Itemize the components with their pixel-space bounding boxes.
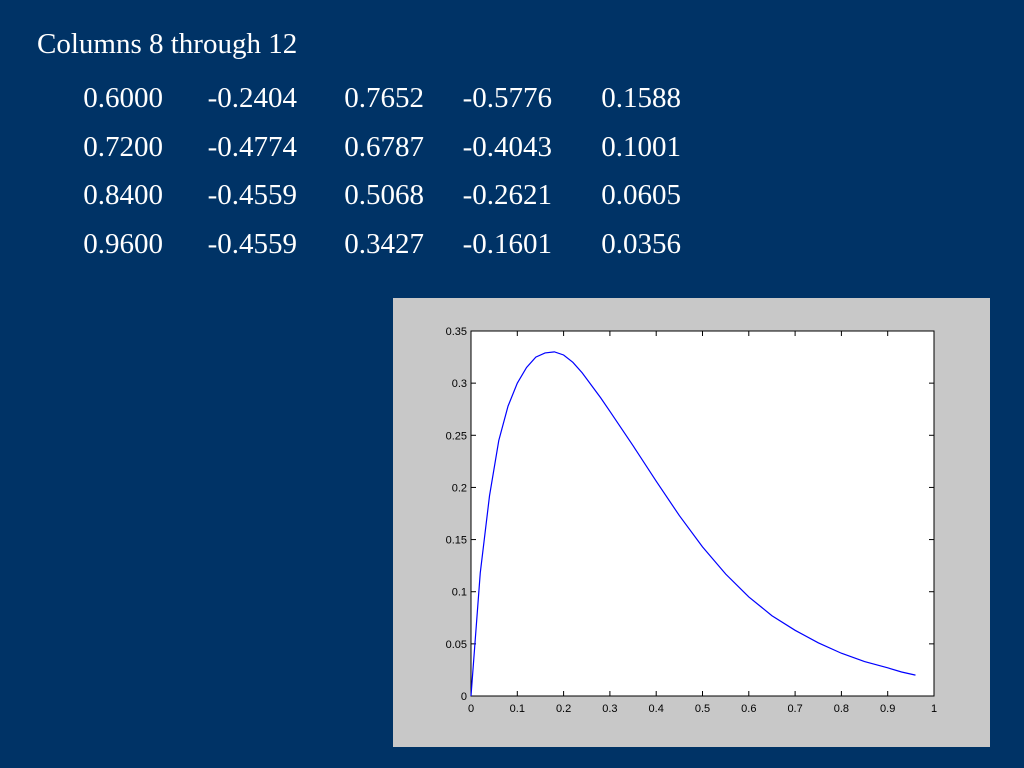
matrix-cell: -0.4559 (207, 179, 297, 212)
matrix-cell: 0.3427 (344, 227, 424, 260)
x-tick-label: 0.5 (695, 703, 710, 715)
matrix-row: 0.7200 -0.4774 0.6787 -0.4043 0.1001 (60, 123, 681, 172)
y-tick-label: 0.35 (446, 326, 467, 338)
matrix-row: 0.8400 -0.4559 0.5068 -0.2621 0.0605 (60, 171, 681, 220)
matrix-cell: 0.6787 (344, 130, 424, 163)
matrix-cell: -0.1601 (462, 227, 552, 260)
matrix-cell: 0.1001 (601, 130, 681, 163)
y-tick-label: 0.15 (446, 535, 467, 547)
x-tick-label: 0.9 (880, 703, 895, 715)
plot-area (470, 330, 935, 697)
y-tick-label: 0.25 (446, 430, 467, 442)
series-line (470, 351, 916, 697)
matrix-cell: 0.8400 (83, 179, 163, 212)
matrix-cell: -0.2404 (207, 81, 297, 114)
x-tick-label: 1 (931, 703, 937, 715)
matrix-cell: -0.2621 (462, 179, 552, 212)
x-tick-label: 0.2 (556, 703, 571, 715)
x-tick-label: 0.8 (834, 703, 849, 715)
matrix-cell: 0.0356 (601, 227, 681, 260)
y-tick-label: 0.1 (452, 587, 467, 599)
y-tick-label: 0.3 (452, 378, 467, 390)
matrix-cell: 0.5068 (344, 179, 424, 212)
matrix-cell: -0.5776 (462, 81, 552, 114)
y-tick-label: 0 (461, 691, 467, 703)
matrix-cell: -0.4043 (462, 130, 552, 163)
y-tick-label: 0.05 (446, 639, 467, 651)
matrix-row: 0.6000 -0.2404 0.7652 -0.5776 0.1588 (60, 74, 681, 123)
matrix-row: 0.9600 -0.4559 0.3427 -0.1601 0.0356 (60, 220, 681, 269)
x-tick-label: 0.4 (649, 703, 664, 715)
y-tick-label: 0.2 (452, 482, 467, 494)
matrix-cell: 0.7652 (344, 81, 424, 114)
matrix-cell: 0.1588 (601, 81, 681, 114)
matrix-cell: 0.9600 (83, 227, 163, 260)
slide-title: Columns 8 through 12 (37, 28, 298, 60)
matrix-cell: -0.4559 (207, 227, 297, 260)
x-tick-label: 0.3 (602, 703, 617, 715)
matrix-cell: 0.7200 (83, 130, 163, 163)
x-tick-label: 0 (468, 703, 474, 715)
x-tick-label: 0.6 (741, 703, 756, 715)
figure-panel: 0 0.1 0.2 0.3 0.4 0.5 0.6 0.7 0.8 0.9 1 0 0.05 0.1 0.1… (393, 298, 990, 747)
x-tick-label: 0.7 (787, 703, 802, 715)
matrix-cell: 0.6000 (83, 81, 163, 114)
matrix-cell: 0.0605 (601, 179, 681, 212)
x-tick-label: 0.1 (510, 703, 525, 715)
matrix-cell: -0.4774 (207, 130, 297, 163)
line-chart: 0 0.1 0.2 0.3 0.4 0.5 0.6 0.7 0.8 0.9 1 0 0.05 0.1 0.1… (446, 326, 937, 715)
matrix-table: 0.6000 -0.2404 0.7652 -0.5776 0.1588 0.7200 -0… (60, 74, 681, 269)
